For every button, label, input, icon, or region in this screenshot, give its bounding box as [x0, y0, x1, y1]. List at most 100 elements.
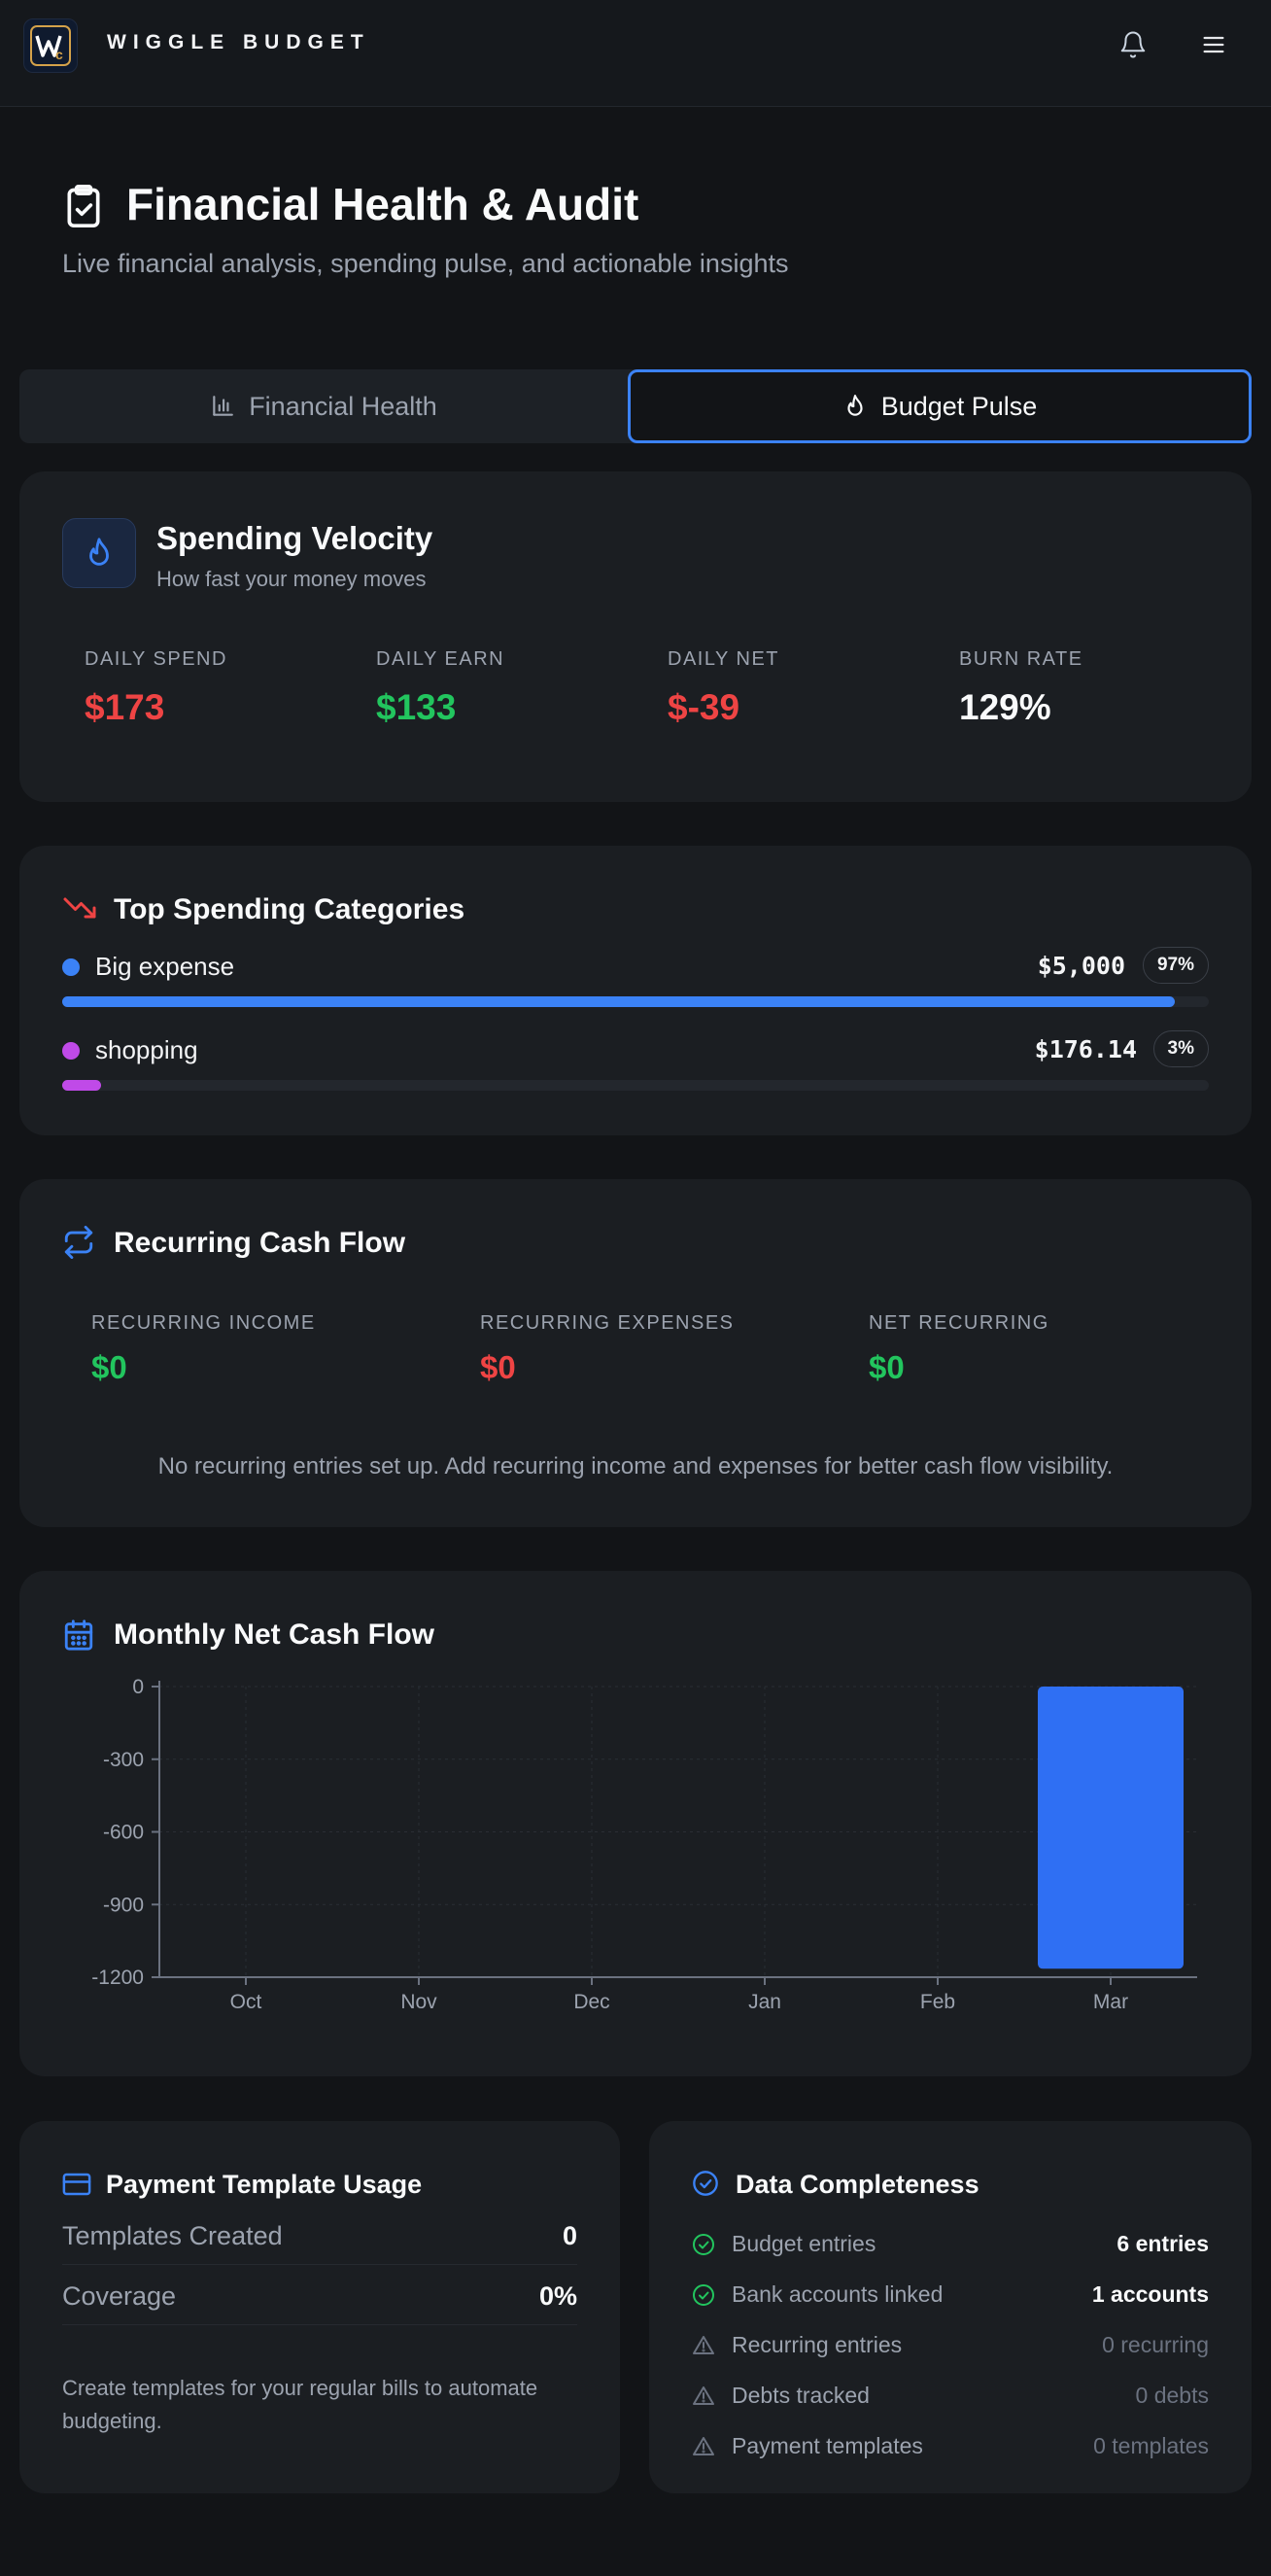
- category-progress-fill: [62, 996, 1175, 1007]
- tab-label: Financial Health: [249, 391, 437, 421]
- velocity-subtitle: How fast your money moves: [156, 567, 427, 591]
- category-progress-track: [62, 1080, 1209, 1091]
- completeness-item-value: 1 accounts: [1091, 2281, 1209, 2307]
- y-tick-label: -900: [103, 1894, 144, 1916]
- daily-spend-label: DAILY SPEND: [85, 648, 227, 670]
- flame-icon: [89, 538, 109, 566]
- completeness-item-label: Recurring entries: [732, 2332, 903, 2357]
- tab-budget-pulse[interactable]: Budget Pulse: [628, 369, 1252, 443]
- x-tick-label: Feb: [920, 1991, 955, 2013]
- check-circle-icon: [692, 2233, 715, 2261]
- calendar-icon: [62, 1618, 95, 1657]
- y-tick-label: 0: [132, 1676, 144, 1698]
- daily-earn-value: $133: [376, 687, 457, 727]
- monthly-title: Monthly Net Cash Flow: [114, 1619, 434, 1651]
- top-bar: c WIGGLE BUDGET: [0, 0, 1271, 107]
- warning-icon: [692, 2385, 715, 2413]
- completeness-item-label: Bank accounts linked: [732, 2281, 944, 2307]
- templates-note: Create templates for your regular bills …: [62, 2376, 538, 2433]
- recurring-cash-flow-card: Recurring Cash Flow RECURRING INCOME $0 …: [19, 1179, 1252, 1527]
- app-logo[interactable]: c: [23, 18, 78, 73]
- view-tabs: Financial Health Budget Pulse: [19, 369, 1252, 443]
- completeness-item-value: 6 entries: [1116, 2231, 1209, 2256]
- bell-icon[interactable]: [1116, 27, 1151, 62]
- tab-label: Budget Pulse: [880, 391, 1038, 421]
- category-row[interactable]: Big expense $5,000 97%: [62, 947, 1209, 1015]
- page-title: Financial Health & Audit: [126, 179, 639, 229]
- category-name: shopping: [95, 1035, 198, 1064]
- x-tick-label: Oct: [230, 1991, 262, 2013]
- y-tick-label: -300: [103, 1749, 144, 1771]
- daily-spend-value: $173: [85, 687, 165, 727]
- trending-down-icon: [62, 894, 97, 926]
- top-categories-card: Top Spending Categories Big expense $5,0…: [19, 846, 1252, 1135]
- daily-net-value: $-39: [668, 687, 740, 727]
- check-circle-icon: [692, 2170, 719, 2202]
- chart-bar: [1038, 1687, 1184, 1969]
- coverage-value: 0%: [538, 2281, 577, 2311]
- x-tick-label: Nov: [400, 1991, 437, 2013]
- completeness-item-value: 0 templates: [1093, 2433, 1209, 2458]
- monthly-net-chart: 0 -300 -600 -900 -1200 Oct Nov Dec Jan Feb Mar: [91, 1676, 1197, 2013]
- recurring-empty-note: No recurring entries set up. Add recurri…: [157, 1453, 1114, 1479]
- x-tick-label: Jan: [748, 1991, 781, 2013]
- svg-text:c: c: [55, 47, 63, 62]
- x-tick-label: Mar: [1093, 1991, 1128, 2013]
- category-percent-badge: 97%: [1142, 947, 1209, 984]
- completeness-item-value: 0 debts: [1135, 2383, 1209, 2408]
- menu-icon[interactable]: [1196, 27, 1231, 62]
- recurring-title: Recurring Cash Flow: [114, 1227, 406, 1259]
- payment-template-card: Payment Template Usage Templates Created…: [19, 2121, 620, 2493]
- recurring-income-value: $0: [91, 1349, 127, 1385]
- category-progress-fill: [62, 1080, 101, 1091]
- category-percent-badge: 3%: [1152, 1030, 1209, 1067]
- velocity-icon-box: [62, 518, 136, 588]
- completeness-title: Data Completeness: [736, 2170, 979, 2199]
- category-color-dot: [62, 958, 80, 976]
- page-subtitle: Live financial analysis, spending pulse,…: [62, 249, 789, 278]
- net-recurring-value: $0: [869, 1349, 905, 1385]
- y-tick-label: -1200: [91, 1967, 144, 1989]
- recurring-income-label: RECURRING INCOME: [91, 1312, 316, 1334]
- completeness-item-value: 0 recurring: [1102, 2332, 1209, 2357]
- completeness-item-label: Payment templates: [732, 2433, 923, 2458]
- daily-earn-label: DAILY EARN: [376, 648, 505, 670]
- flame-icon: [847, 395, 863, 416]
- category-amount: $176.14: [1034, 1035, 1137, 1063]
- recurring-expenses-value: $0: [480, 1349, 516, 1385]
- y-tick-label: -600: [103, 1822, 144, 1844]
- logo-icon: c: [30, 25, 71, 66]
- bar-chart-icon: [213, 396, 234, 416]
- completeness-item-label: Budget entries: [732, 2231, 876, 2256]
- templates-created-value: 0: [562, 2221, 577, 2250]
- spending-velocity-card: Spending Velocity How fast your money mo…: [19, 471, 1252, 802]
- templates-title: Payment Template Usage: [106, 2170, 423, 2199]
- top-categories-title: Top Spending Categories: [114, 893, 465, 925]
- warning-icon: [692, 2334, 715, 2362]
- category-amount: $5,000: [1037, 952, 1125, 980]
- brand-name: WIGGLE BUDGET: [107, 31, 370, 53]
- category-progress-track: [62, 996, 1209, 1007]
- credit-card-icon: [62, 2172, 91, 2202]
- tab-financial-health[interactable]: Financial Health: [19, 369, 628, 443]
- recurring-expenses-label: RECURRING EXPENSES: [480, 1312, 735, 1334]
- data-completeness-card: Data Completeness Budget entries 6 entrie…: [649, 2121, 1252, 2493]
- clipboard-check-icon: [62, 183, 105, 234]
- burn-rate-value: 129%: [959, 687, 1051, 727]
- daily-net-label: DAILY NET: [668, 648, 780, 670]
- monthly-cash-flow-card: Monthly Net Cash Flow 0 -300 -600 -900 -1200…: [19, 1571, 1252, 2076]
- category-row[interactable]: shopping $176.14 3%: [62, 1030, 1209, 1098]
- coverage-label: Coverage: [62, 2281, 177, 2311]
- warning-icon: [692, 2435, 715, 2463]
- divider: [62, 2324, 577, 2325]
- net-recurring-label: NET RECURRING: [869, 1312, 1049, 1334]
- category-color-dot: [62, 1042, 80, 1060]
- completeness-item-label: Debts tracked: [732, 2383, 870, 2408]
- templates-created-label: Templates Created: [62, 2221, 283, 2250]
- repeat-icon: [62, 1226, 95, 1264]
- velocity-title: Spending Velocity: [156, 520, 433, 556]
- burn-rate-label: BURN RATE: [959, 648, 1083, 670]
- x-tick-label: Dec: [573, 1991, 609, 2013]
- category-name: Big expense: [95, 952, 235, 981]
- divider: [62, 2264, 577, 2265]
